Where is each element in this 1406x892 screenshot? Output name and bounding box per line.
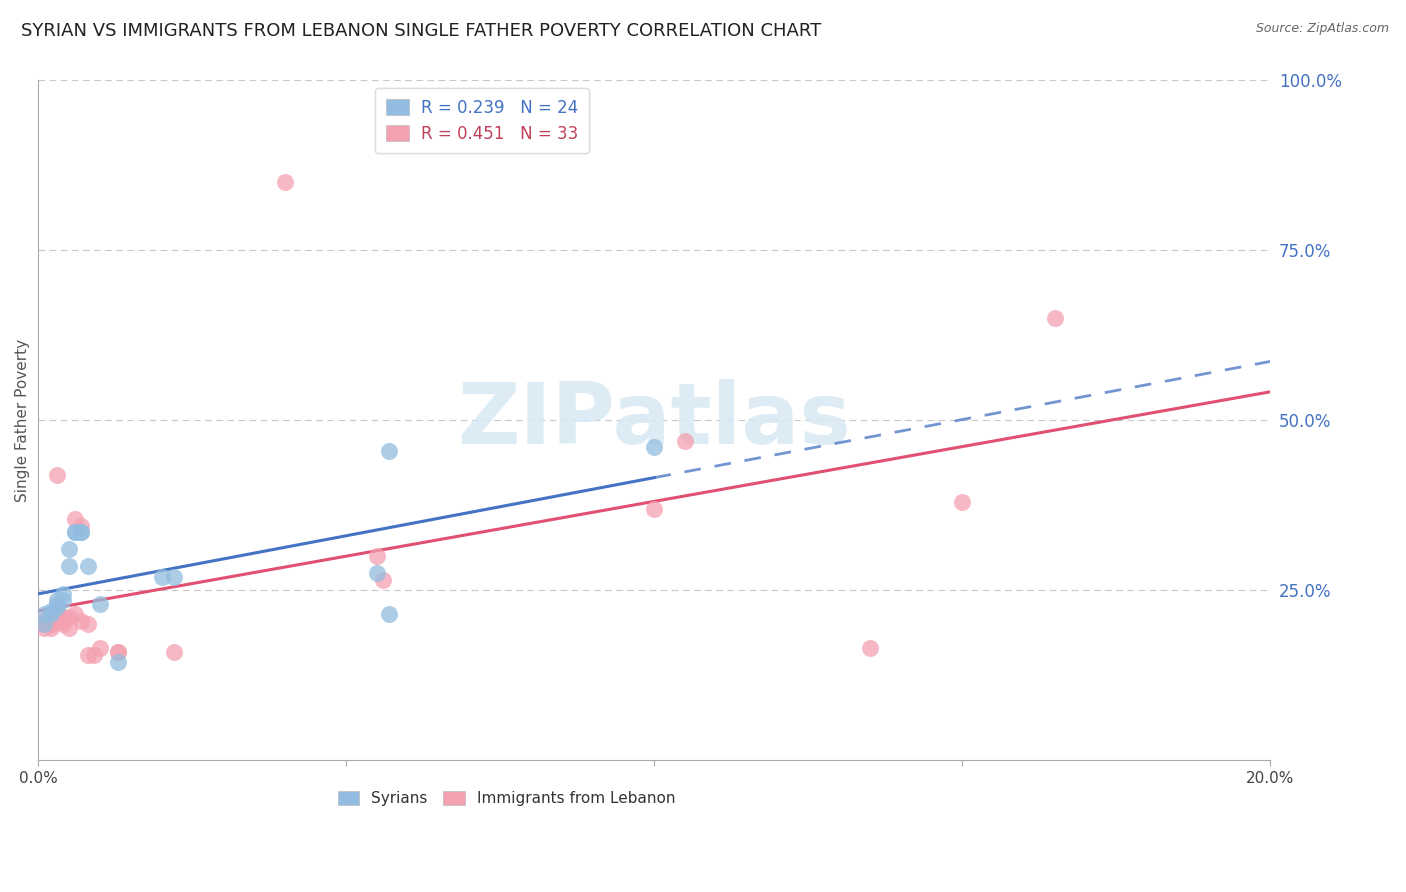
Point [107,644,129,658]
Point [39,607,62,621]
Point [45,593,67,607]
Point [52,593,75,607]
Point [58,610,80,624]
Point [39,621,62,635]
Point [70,525,93,540]
Point [52,610,75,624]
Point [58,621,80,635]
Point [89,597,111,611]
Point [83,648,105,662]
Text: SYRIAN VS IMMIGRANTS FROM LEBANON SINGLE FATHER POVERTY CORRELATION CHART: SYRIAN VS IMMIGRANTS FROM LEBANON SINGLE… [21,22,821,40]
Point [70,518,93,533]
Point [65,607,87,621]
Point [45,600,67,615]
Point [366,549,388,564]
Point [76,559,98,574]
Point [163,644,186,658]
Point [378,607,401,621]
Point [34,617,56,632]
Point [52,617,75,632]
Point [274,175,297,189]
Point [643,501,665,516]
Point [76,648,98,662]
Point [76,617,98,632]
Point [107,655,129,669]
Legend: Syrians, Immigrants from Lebanon: Syrians, Immigrants from Lebanon [330,784,683,814]
Text: Source: ZipAtlas.com: Source: ZipAtlas.com [1256,22,1389,36]
Point [107,644,129,658]
Point [39,617,62,632]
Point [163,569,186,583]
Y-axis label: Single Father Poverty: Single Father Poverty [15,339,30,501]
Point [52,614,75,628]
Point [45,467,67,482]
Point [58,559,80,574]
Point [378,443,401,458]
Point [45,597,67,611]
Point [673,434,696,448]
Point [58,542,80,557]
Point [643,441,665,455]
Point [70,525,93,540]
Point [34,607,56,621]
Point [39,617,62,632]
Point [52,587,75,601]
Point [65,512,87,526]
Point [65,525,87,540]
Point [366,566,388,581]
Point [89,641,111,656]
Point [70,614,93,628]
Text: ZIPatlas: ZIPatlas [457,379,851,462]
Point [39,614,62,628]
Point [1043,311,1066,326]
Point [34,621,56,635]
Point [859,641,882,656]
Point [65,525,87,540]
Point [34,617,56,632]
Point [34,614,56,628]
Point [952,495,974,509]
Point [373,573,395,587]
Point [45,604,67,618]
Point [150,569,173,583]
Point [39,604,62,618]
